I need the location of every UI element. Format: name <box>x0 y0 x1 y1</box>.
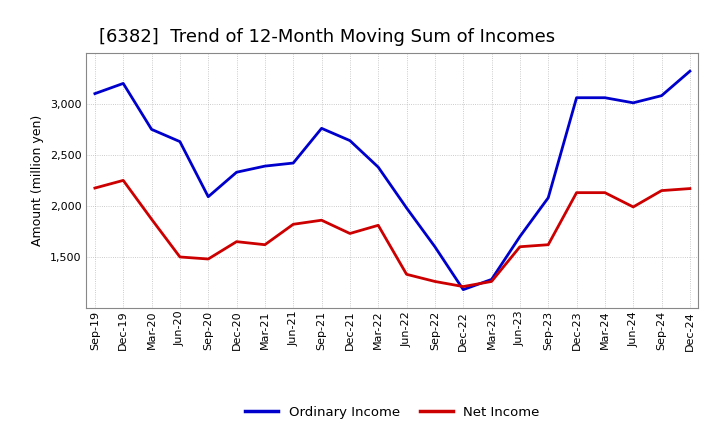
Net Income <box>600 190 609 195</box>
Ordinary Income <box>629 100 637 106</box>
Ordinary Income <box>346 138 354 143</box>
Ordinary Income <box>657 93 666 98</box>
Net Income <box>261 242 269 247</box>
Net Income <box>91 185 99 191</box>
Net Income <box>487 279 496 284</box>
Ordinary Income <box>459 287 467 292</box>
Legend: Ordinary Income, Net Income: Ordinary Income, Net Income <box>240 400 545 424</box>
Net Income <box>572 190 581 195</box>
Net Income <box>346 231 354 236</box>
Net Income <box>544 242 552 247</box>
Net Income <box>657 188 666 193</box>
Net Income <box>374 223 382 228</box>
Ordinary Income <box>374 165 382 170</box>
Net Income <box>119 178 127 183</box>
Net Income <box>148 216 156 222</box>
Net Income <box>233 239 241 244</box>
Ordinary Income <box>233 169 241 175</box>
Net Income <box>318 217 326 223</box>
Net Income <box>204 257 212 262</box>
Ordinary Income <box>685 69 694 74</box>
Net Income <box>289 222 297 227</box>
Net Income <box>459 284 467 289</box>
Ordinary Income <box>572 95 581 100</box>
Line: Net Income: Net Income <box>95 180 690 286</box>
Net Income <box>176 254 184 260</box>
Y-axis label: Amount (million yen): Amount (million yen) <box>32 115 45 246</box>
Net Income <box>516 244 524 249</box>
Ordinary Income <box>119 81 127 86</box>
Ordinary Income <box>176 139 184 144</box>
Ordinary Income <box>204 194 212 199</box>
Net Income <box>685 186 694 191</box>
Ordinary Income <box>487 277 496 282</box>
Net Income <box>629 204 637 209</box>
Ordinary Income <box>600 95 609 100</box>
Ordinary Income <box>91 91 99 96</box>
Ordinary Income <box>318 126 326 131</box>
Ordinary Income <box>402 205 411 211</box>
Ordinary Income <box>261 164 269 169</box>
Ordinary Income <box>544 195 552 200</box>
Net Income <box>431 279 439 284</box>
Net Income <box>402 271 411 277</box>
Line: Ordinary Income: Ordinary Income <box>95 71 690 290</box>
Ordinary Income <box>516 234 524 239</box>
Ordinary Income <box>289 161 297 166</box>
Ordinary Income <box>431 244 439 249</box>
Ordinary Income <box>148 127 156 132</box>
Text: [6382]  Trend of 12-Month Moving Sum of Incomes: [6382] Trend of 12-Month Moving Sum of I… <box>99 28 555 46</box>
